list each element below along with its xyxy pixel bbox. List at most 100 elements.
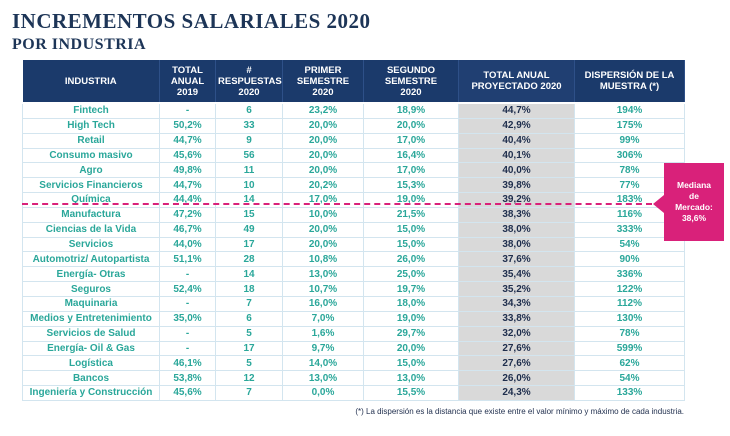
cell-total-anual-proyectado-2020: 39,2% bbox=[458, 192, 575, 208]
median-callout-line: 38,6% bbox=[681, 213, 707, 223]
cell-total-anual-proyectado-2020: 44,7% bbox=[458, 103, 575, 119]
cell-total-anual-proyectado-2020: 27,6% bbox=[458, 355, 575, 372]
median-callout-line: Mercado: bbox=[675, 202, 713, 212]
cell-total-anual-2019: 53,8% bbox=[159, 370, 216, 387]
cell-respuestas-2020: 14 bbox=[215, 266, 283, 283]
cell-respuestas-2020: 12 bbox=[215, 370, 283, 387]
page-subtitle: POR INDUSTRIA bbox=[12, 36, 147, 53]
header-respuestas-2020: # RESPUESTAS 2020 bbox=[215, 60, 283, 104]
cell-total-anual-proyectado-2020: 40,0% bbox=[458, 162, 575, 179]
table-row: Servicios de Salud -5 1,6% 29,7% 32,0% 78% bbox=[22, 326, 685, 342]
cell-dispersion-muestra: 90% bbox=[574, 251, 685, 268]
cell-total-anual-proyectado-2020: 27,6% bbox=[458, 341, 575, 357]
cell-total-anual-2019: 44,7% bbox=[159, 177, 216, 194]
header-line: ANUAL bbox=[170, 75, 205, 87]
cell-segundo-semestre-2020: 26,0% bbox=[363, 251, 459, 268]
cell-segundo-semestre-2020: 20,0% bbox=[363, 341, 459, 357]
table-row: Maquinaria -7 16,0% 18,0% 34,3% 112% bbox=[22, 296, 685, 312]
cell-respuestas-2020: 17 bbox=[215, 341, 283, 357]
header-dispersion-muestra: DISPERSIÓN DE LA MUESTRA (*) bbox=[574, 60, 685, 104]
cell-segundo-semestre-2020: 21,5% bbox=[363, 207, 459, 223]
cell-primer-semestre-2020: 0,0% bbox=[282, 385, 364, 401]
cell-respuestas-2020: 33 bbox=[215, 118, 283, 134]
cell-total-anual-2019: 51,1% bbox=[159, 251, 216, 268]
cell-primer-semestre-2020: 20,0% bbox=[282, 162, 364, 179]
cell-respuestas-2020: 7 bbox=[215, 385, 283, 401]
cell-primer-semestre-2020: 20,0% bbox=[282, 222, 364, 238]
header-segundo-semestre-2020: SEGUNDO SEMESTRE 2020 bbox=[363, 60, 459, 104]
cell-segundo-semestre-2020: 19,7% bbox=[363, 281, 459, 297]
header-line: MUESTRA (*) bbox=[599, 81, 660, 92]
cell-primer-semestre-2020: 7,0% bbox=[282, 311, 364, 327]
cell-primer-semestre-2020: 13,0% bbox=[282, 370, 364, 387]
cell-respuestas-2020: 11 bbox=[215, 162, 283, 179]
cell-respuestas-2020: 17 bbox=[215, 237, 283, 253]
cell-total-anual-2019: 44,7% bbox=[159, 133, 216, 149]
cell-industria: Retail bbox=[22, 133, 160, 149]
header-line: SEMESTRE bbox=[296, 75, 350, 87]
cell-primer-semestre-2020: 10,8% bbox=[282, 251, 364, 268]
table-body: Fintech -6 23,2% 18,9% 44,7% 194% High Tech 50,… bbox=[22, 103, 685, 401]
footnote: (*) La dispersión es la distancia que ex… bbox=[355, 407, 684, 416]
cell-total-anual-2019: 46,7% bbox=[159, 222, 216, 238]
cell-respuestas-2020: 5 bbox=[215, 326, 283, 342]
header-line: INDUSTRIA bbox=[64, 75, 117, 87]
cell-respuestas-2020: 56 bbox=[215, 148, 283, 164]
cell-industria: Automotriz/ Autopartista bbox=[22, 251, 160, 268]
cell-industria: Seguros bbox=[22, 281, 160, 297]
median-callout-line: de bbox=[689, 191, 699, 201]
cell-respuestas-2020: 6 bbox=[215, 103, 283, 119]
table-row: Agro 49,8% 11 20,0% 17,0% 40,0% 78% bbox=[22, 162, 685, 179]
cell-segundo-semestre-2020: 17,0% bbox=[363, 162, 459, 179]
table-row: Servicios Financieros 44,7% 10 20,2% 15,3% 39… bbox=[22, 177, 685, 194]
cell-industria: Química bbox=[22, 192, 160, 208]
cell-total-anual-proyectado-2020: 32,0% bbox=[458, 326, 575, 342]
cell-total-anual-proyectado-2020: 35,2% bbox=[458, 281, 575, 297]
cell-total-anual-2019: - bbox=[159, 326, 216, 342]
cell-respuestas-2020: 15 bbox=[215, 207, 283, 223]
cell-total-anual-proyectado-2020: 42,9% bbox=[458, 118, 575, 134]
cell-respuestas-2020: 14 bbox=[215, 192, 283, 208]
cell-dispersion-muestra: 306% bbox=[574, 148, 685, 164]
cell-primer-semestre-2020: 13,0% bbox=[282, 266, 364, 283]
cell-segundo-semestre-2020: 19,0% bbox=[363, 311, 459, 327]
cell-dispersion-muestra: 112% bbox=[574, 296, 685, 312]
cell-segundo-semestre-2020: 13,0% bbox=[363, 370, 459, 387]
cell-segundo-semestre-2020: 17,0% bbox=[363, 133, 459, 149]
table-row: Bancos 53,8% 12 13,0% 13,0% 26,0% 54% bbox=[22, 370, 685, 387]
table-row: Química 44,4% 14 17,0% 19,0% 39,2% 183% bbox=[22, 192, 685, 208]
header-primer-semestre-2020: PRIMER SEMESTRE 2020 bbox=[282, 60, 364, 104]
cell-total-anual-2019: 49,8% bbox=[159, 162, 216, 179]
cell-segundo-semestre-2020: 16,4% bbox=[363, 148, 459, 164]
cell-industria: Energía- Oil & Gas bbox=[22, 341, 160, 357]
cell-dispersion-muestra: 599% bbox=[574, 341, 685, 357]
header-line: PROYECTADO 2020 bbox=[471, 81, 562, 92]
cell-primer-semestre-2020: 14,0% bbox=[282, 355, 364, 372]
cell-industria: Maquinaria bbox=[22, 296, 160, 312]
cell-primer-semestre-2020: 10,7% bbox=[282, 281, 364, 297]
cell-segundo-semestre-2020: 18,0% bbox=[363, 296, 459, 312]
cell-industria: High Tech bbox=[22, 118, 160, 134]
cell-total-anual-proyectado-2020: 38,0% bbox=[458, 222, 575, 238]
header-line: 2019 bbox=[176, 86, 199, 98]
cell-industria: Ingeniería y Construcción bbox=[22, 385, 160, 401]
cell-dispersion-muestra: 133% bbox=[574, 385, 685, 401]
header-line: SEMESTRE bbox=[384, 75, 438, 87]
page-title: INCREMENTOS SALARIALES 2020 bbox=[12, 9, 371, 33]
cell-total-anual-2019: 50,2% bbox=[159, 118, 216, 134]
cell-respuestas-2020: 6 bbox=[215, 311, 283, 327]
header-total-anual-2019: TOTAL ANUAL 2019 bbox=[159, 60, 216, 104]
median-callout: Mediana de Mercado: 38,6% bbox=[664, 163, 724, 241]
header-line: 2020 bbox=[238, 86, 260, 98]
cell-respuestas-2020: 49 bbox=[215, 222, 283, 238]
table-row: Seguros 52,4% 18 10,7% 19,7% 35,2% 122% bbox=[22, 281, 685, 297]
header-line: 2020 bbox=[312, 86, 334, 98]
cell-total-anual-2019: 44,4% bbox=[159, 192, 216, 208]
cell-industria: Energía- Otras bbox=[22, 266, 160, 283]
cell-primer-semestre-2020: 10,0% bbox=[282, 207, 364, 223]
table-row: Ciencias de la Vida 46,7% 49 20,0% 15,0% 38,0… bbox=[22, 222, 685, 238]
cell-primer-semestre-2020: 23,2% bbox=[282, 103, 364, 119]
cell-segundo-semestre-2020: 15,0% bbox=[363, 222, 459, 238]
cell-industria: Consumo masivo bbox=[22, 148, 160, 164]
cell-primer-semestre-2020: 17,0% bbox=[282, 192, 364, 208]
